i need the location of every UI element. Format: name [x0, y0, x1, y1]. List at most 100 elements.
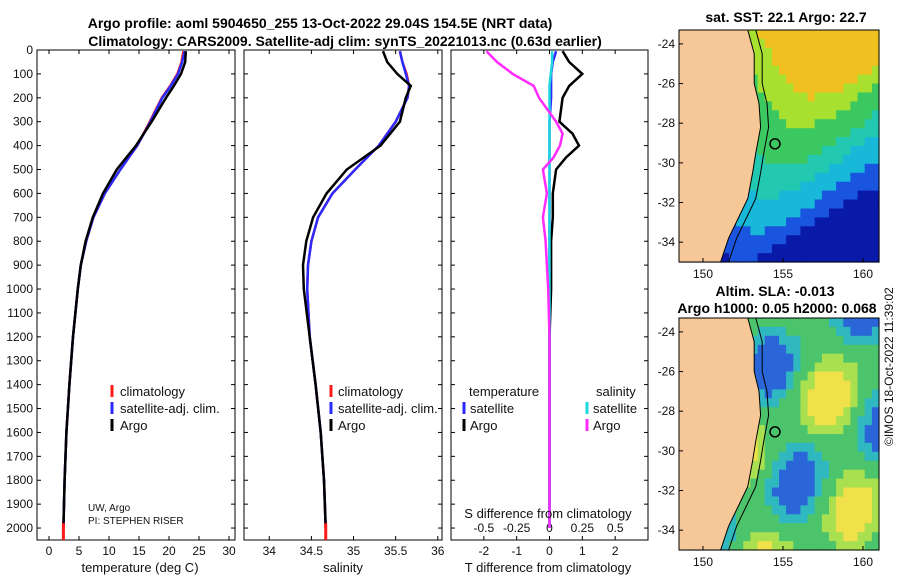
- map-cell: [814, 496, 823, 506]
- map-cell: [850, 344, 859, 355]
- map-cell: [864, 181, 873, 192]
- ytick-label: 800: [13, 234, 33, 248]
- map-cell: [779, 416, 787, 426]
- credit-line1: UW, Argo: [88, 503, 131, 514]
- map-cell: [779, 92, 787, 102]
- map-cell: [764, 74, 773, 85]
- map-cell: [771, 199, 780, 209]
- map-cell: [750, 541, 759, 551]
- map-cell: [843, 181, 851, 192]
- map-cell: [829, 208, 837, 218]
- map-cell: [857, 119, 866, 129]
- map-cell: [814, 235, 823, 245]
- map-cell: [829, 514, 837, 524]
- map-cell: [821, 541, 830, 551]
- map-cell: [871, 128, 880, 138]
- map-cell: [764, 226, 773, 236]
- map-cell: [871, 451, 880, 462]
- map-cell: [793, 38, 801, 49]
- map-cell: [836, 318, 844, 328]
- map-cell: [829, 47, 837, 58]
- map-cell: [793, 398, 801, 408]
- map-cell: [829, 119, 837, 129]
- map-cell: [871, 541, 880, 551]
- map-cell: [750, 451, 759, 462]
- map-cell: [764, 217, 773, 227]
- map-cell: [786, 434, 794, 444]
- map-cell: [829, 318, 837, 328]
- map-cell: [793, 469, 801, 480]
- map-cell: [850, 460, 859, 471]
- map-cell: [850, 190, 859, 201]
- map-cell: [786, 425, 794, 435]
- map-cell: [814, 389, 823, 399]
- map-cell: [836, 362, 844, 373]
- map-cell: [800, 532, 809, 542]
- ytick-label: 1300: [6, 354, 33, 368]
- map-cell: [800, 74, 809, 85]
- map-cell: [750, 208, 759, 218]
- map-cell: [850, 56, 859, 67]
- map-cell: [743, 514, 751, 524]
- xtick-label: -2: [478, 544, 489, 558]
- map-cell: [750, 460, 759, 471]
- map-cell: [807, 83, 816, 93]
- map-cell: [814, 83, 823, 93]
- argo-location-marker: [769, 426, 781, 438]
- map-cell: [793, 65, 801, 76]
- map-cell: [793, 389, 801, 399]
- map-cell: [864, 451, 873, 462]
- map-cell: [821, 416, 830, 426]
- map-cell: [871, 244, 880, 254]
- map-cell: [850, 532, 859, 542]
- map-cell: [779, 353, 787, 364]
- map-cell: [864, 137, 873, 147]
- map-cell: [786, 389, 794, 399]
- map-cell: [771, 181, 780, 192]
- map-cell: [800, 451, 809, 462]
- map-cell: [807, 38, 816, 49]
- map-cell: [821, 226, 830, 236]
- map-cell: [779, 442, 787, 453]
- map-cell: [793, 380, 801, 390]
- map-cell: [829, 335, 837, 346]
- map-cell: [736, 253, 744, 263]
- map-cell: [836, 47, 844, 58]
- map-cell: [793, 146, 801, 156]
- map-cell: [836, 146, 844, 156]
- map-cell: [814, 371, 823, 381]
- map-cell: [864, 380, 873, 390]
- map-cell: [764, 47, 773, 58]
- map-cell: [786, 56, 794, 67]
- map-cell: [843, 235, 851, 245]
- map-cell: [757, 469, 766, 480]
- map-cell: [864, 362, 873, 373]
- map-cell: [821, 56, 830, 67]
- map-cell: [857, 208, 866, 218]
- map-cell: [771, 146, 780, 156]
- map-cell: [729, 226, 737, 236]
- map-cell: [829, 110, 837, 120]
- map-cell: [864, 199, 873, 209]
- map-cell: [864, 38, 873, 49]
- map-cell: [836, 425, 844, 435]
- map-cell: [786, 128, 794, 138]
- map-cell: [871, 65, 880, 76]
- map-cell: [829, 398, 837, 408]
- map-cell: [843, 496, 851, 506]
- map-cell: [779, 154, 787, 165]
- ytick-label: 1400: [6, 378, 33, 392]
- map-cell: [786, 318, 794, 328]
- map-cell: [779, 172, 787, 183]
- map-cell: [821, 478, 830, 489]
- map-cell: [793, 154, 801, 165]
- map-cell: [771, 119, 780, 129]
- map-cell: [864, 226, 873, 236]
- sal-legend-argo-label: Argo: [338, 418, 365, 433]
- map-cell: [829, 74, 837, 85]
- map-cell: [843, 56, 851, 67]
- map-cell: [857, 425, 866, 435]
- map-cell: [786, 101, 794, 111]
- map-cell: [829, 217, 837, 227]
- map-cell: [836, 469, 844, 480]
